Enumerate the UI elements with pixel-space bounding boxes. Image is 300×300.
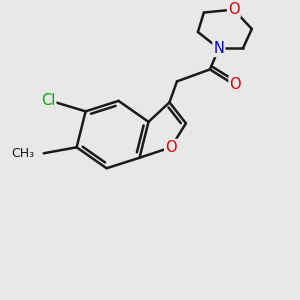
Text: Cl: Cl	[41, 93, 56, 108]
Text: N: N	[213, 41, 224, 56]
Text: O: O	[165, 140, 177, 155]
Text: O: O	[230, 77, 241, 92]
Text: O: O	[228, 2, 240, 17]
Text: CH₃: CH₃	[12, 147, 35, 160]
